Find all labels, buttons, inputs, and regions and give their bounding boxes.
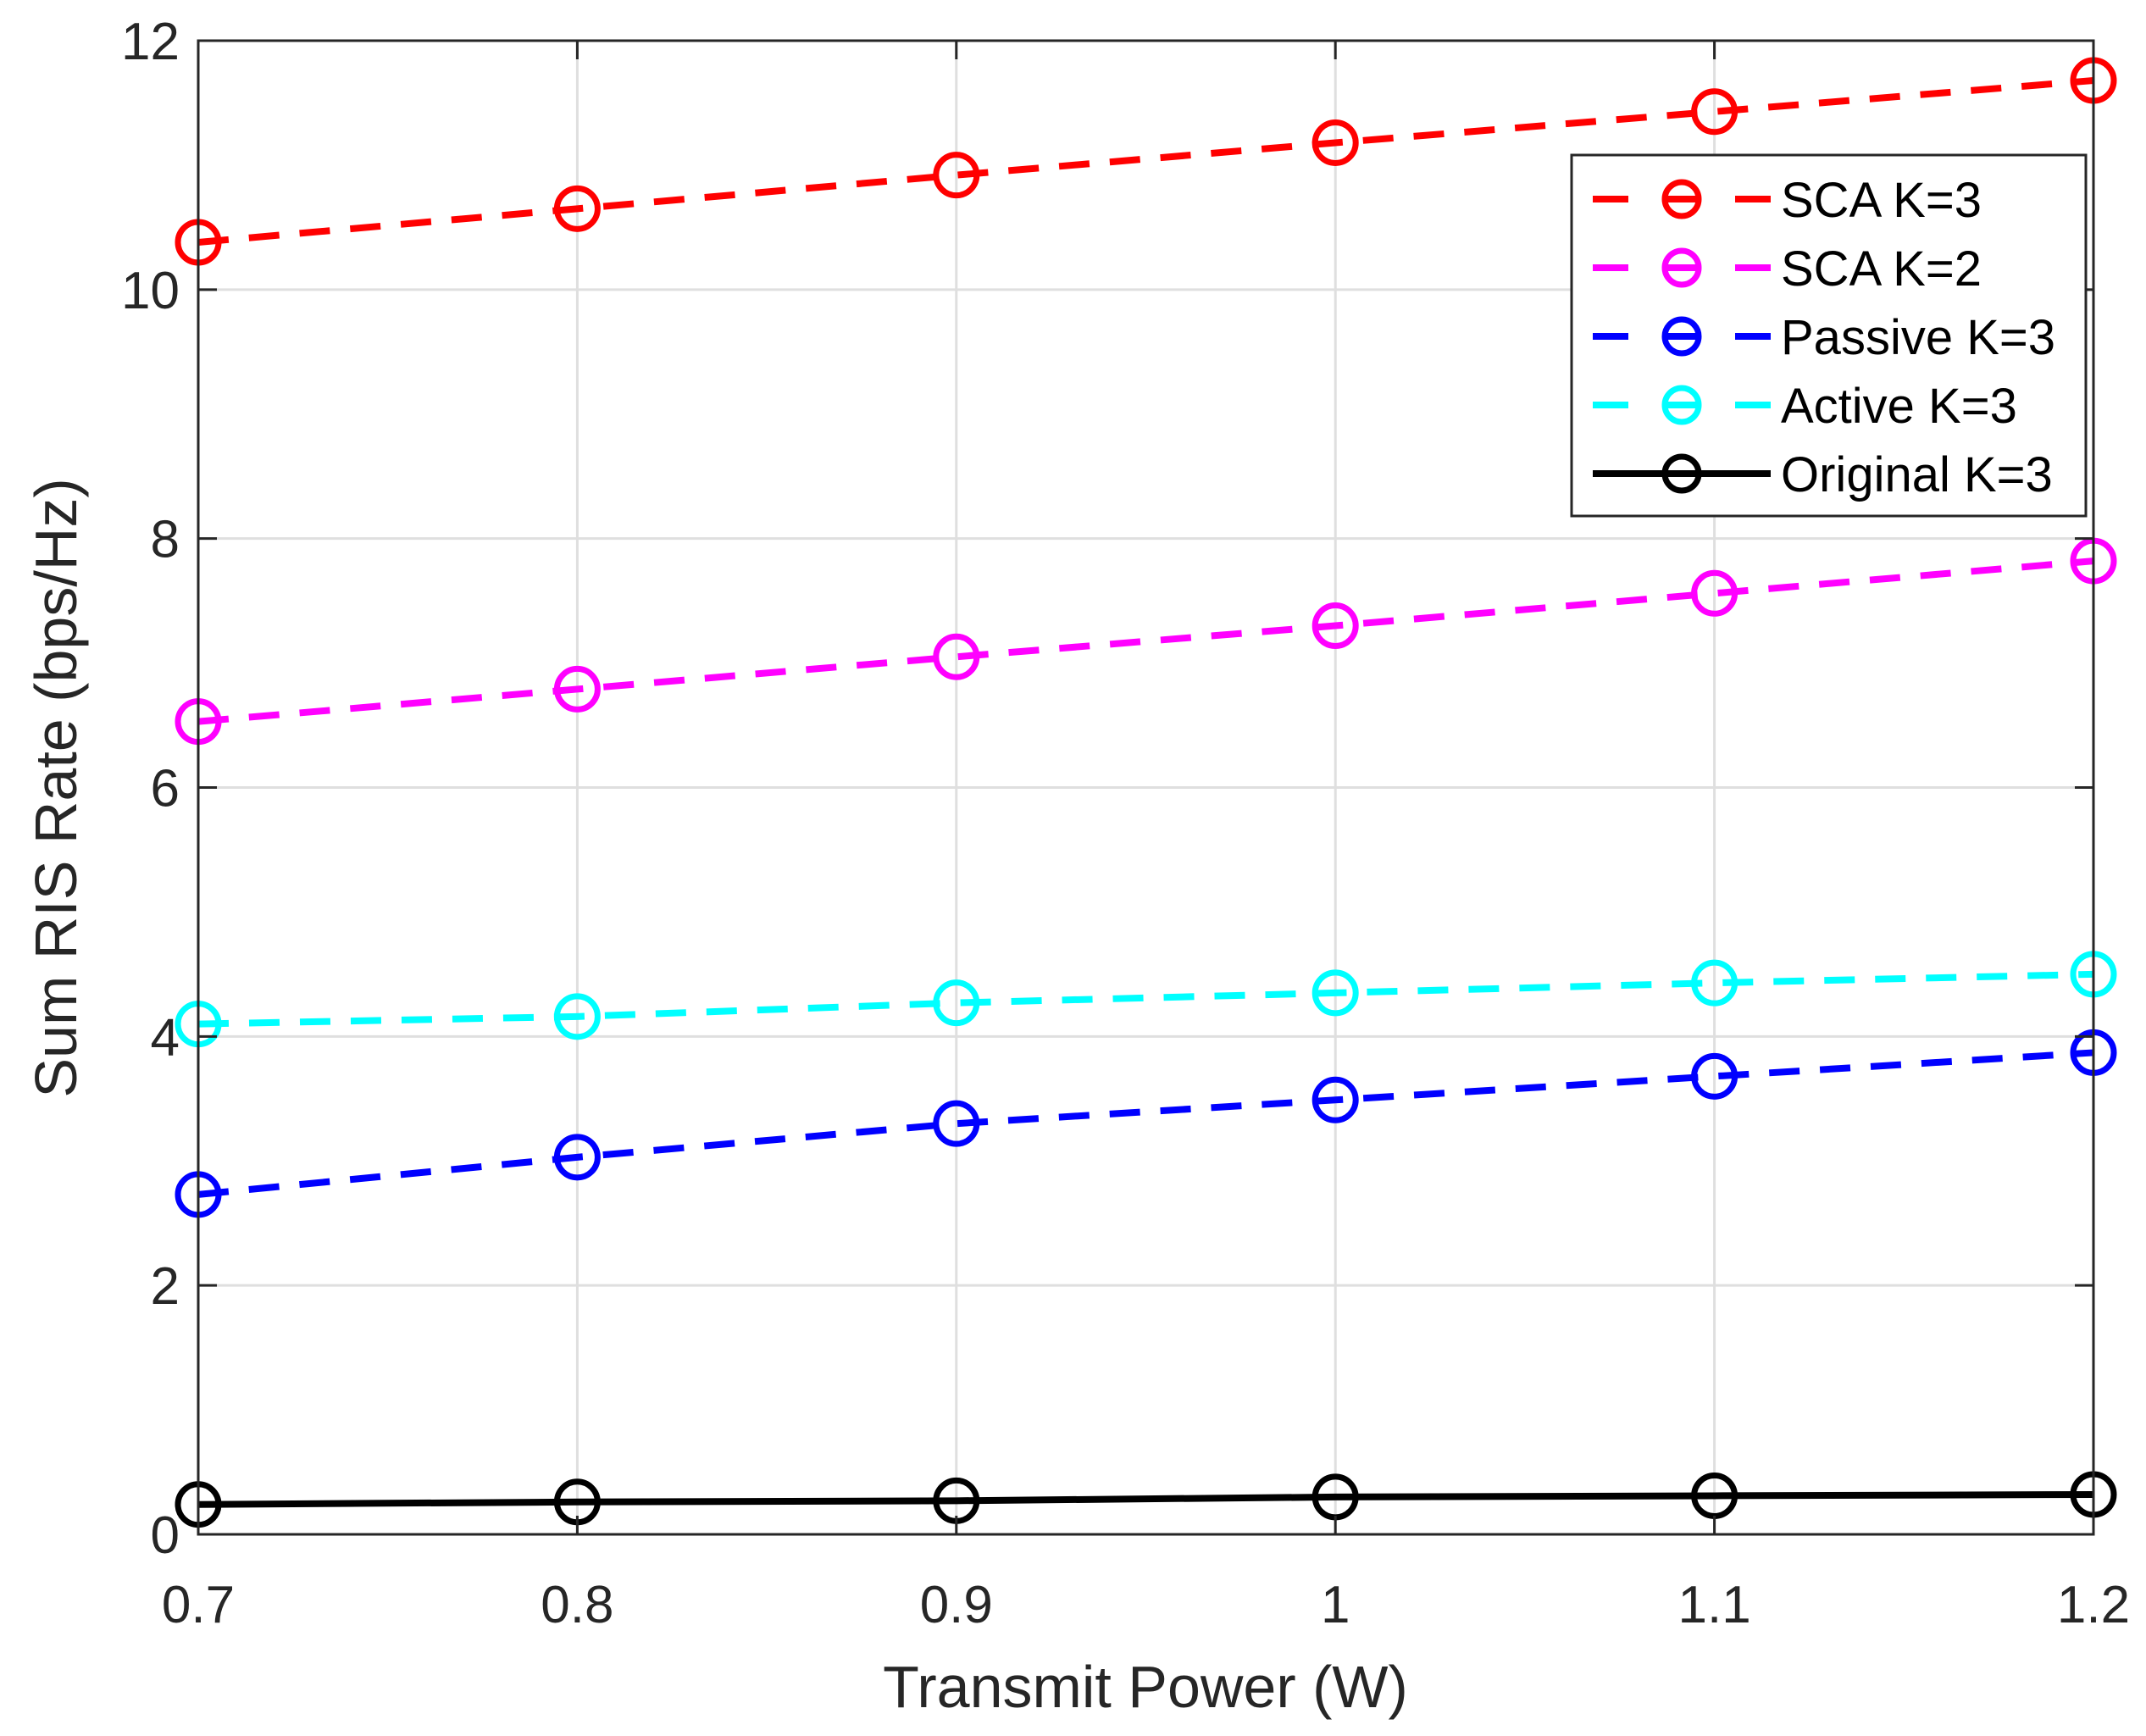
- data-point: [1691, 569, 1738, 617]
- legend: SCA K=3 SCA K=2 Passive K=3 Active K=3 Origi…: [1570, 153, 2088, 518]
- series-sca-k-3: [175, 57, 2117, 266]
- x-tick-label: 1.1: [1677, 1576, 1750, 1634]
- data-point: [553, 1134, 601, 1181]
- legend-marker: [1661, 179, 1702, 219]
- legend-label: Passive K=3: [1781, 310, 2055, 365]
- x-tick-label: 0.8: [541, 1576, 613, 1634]
- legend-marker: [1661, 316, 1702, 357]
- data-point: [553, 185, 601, 232]
- legend-marker: [1661, 385, 1702, 425]
- legend-box: [1570, 153, 2088, 518]
- legend-label: SCA K=3: [1781, 173, 1982, 228]
- y-tick-label: 4: [151, 1008, 180, 1067]
- series-line: [197, 1049, 2094, 1198]
- data-point: [1691, 88, 1738, 136]
- data-point: [1311, 969, 1359, 1017]
- legend-item: SCA K=2: [1593, 241, 1982, 297]
- y-tick-label: 12: [121, 13, 180, 71]
- x-tick-labels: 0.7 0.8 0.9 1 1.1 1.2: [162, 1576, 2130, 1634]
- data-point: [933, 633, 980, 680]
- data-point: [933, 979, 980, 1027]
- y-tick-label: 0: [151, 1506, 180, 1565]
- y-tick-label: 6: [151, 760, 180, 818]
- series-line: [197, 557, 2094, 725]
- y-tick-label: 2: [151, 1257, 180, 1316]
- legend-marker: [1661, 247, 1702, 288]
- y-tick-label: 10: [121, 262, 180, 320]
- legend-label: Active K=3: [1781, 379, 2017, 434]
- data-point: [553, 993, 601, 1040]
- legend-label: Original K=3: [1781, 447, 2053, 502]
- x-tick-label: 1.2: [2057, 1576, 2130, 1634]
- data-point: [1691, 959, 1738, 1007]
- x-tick-label: 0.9: [920, 1576, 993, 1634]
- series-line: [197, 77, 2094, 246]
- y-tick-label: 8: [151, 511, 180, 569]
- data-point: [553, 665, 601, 713]
- x-axis-label: Transmit Power (W): [883, 1654, 1408, 1720]
- y-axis-label: Sum RIS Rate (bps/Hz): [23, 478, 89, 1097]
- legend-label: SCA K=2: [1781, 241, 1982, 297]
- data-point: [1311, 119, 1359, 166]
- series-line: [197, 1490, 2094, 1508]
- x-tick-label: 1: [1321, 1576, 1350, 1634]
- legend-marker: [1661, 453, 1702, 494]
- legend-item: Passive K=3: [1593, 310, 2055, 365]
- data-point: [1691, 1052, 1738, 1100]
- legend-item: SCA K=3: [1593, 173, 1982, 228]
- data-point: [1311, 602, 1359, 650]
- data-point: [933, 152, 980, 199]
- legend-item: Active K=3: [1593, 379, 2017, 434]
- series-line: [197, 970, 2094, 1028]
- x-tick-label: 0.7: [162, 1576, 235, 1634]
- legend-item: Original K=3: [1593, 447, 2053, 502]
- data-point: [1311, 1076, 1359, 1123]
- data-point: [933, 1100, 980, 1147]
- y-tick-labels: 0 2 4 6 8 10 12: [121, 13, 180, 1565]
